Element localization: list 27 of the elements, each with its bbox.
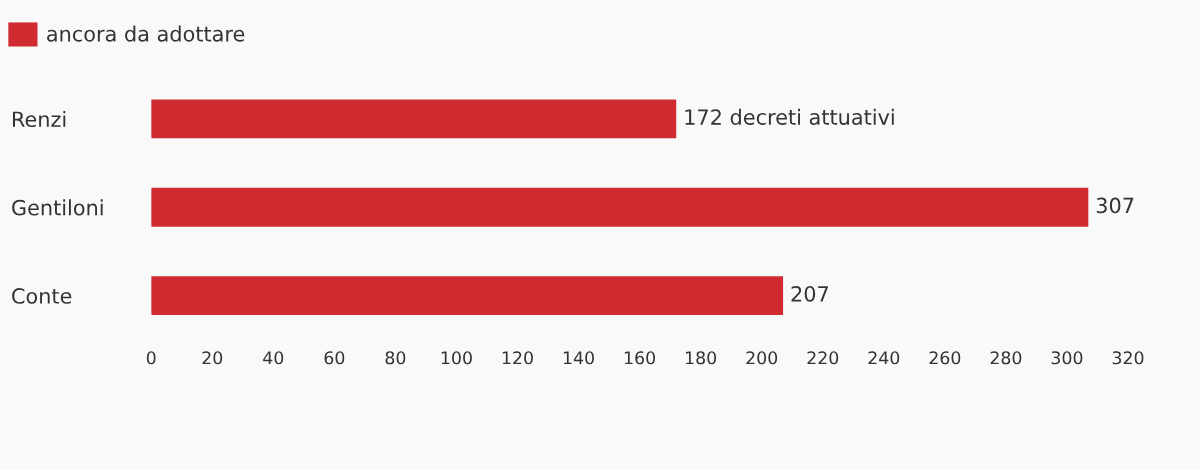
data-label: 307: [1096, 197, 1134, 214]
bar: [151, 276, 784, 316]
x-tick-label: 60: [324, 351, 345, 365]
bar: [151, 187, 1089, 227]
x-tick-label: 240: [868, 351, 900, 365]
x-tick-label: 120: [502, 351, 533, 365]
y-tick-label: Gentiloni: [12, 199, 103, 216]
x-tick-label: 0: [146, 351, 156, 365]
x-tick-label: 20: [202, 351, 223, 365]
x-tick-label: 200: [746, 351, 778, 365]
x-tick-label: 160: [624, 351, 656, 365]
x-tick-label: 40: [263, 351, 284, 365]
x-tick-label: 320: [1112, 351, 1144, 365]
bar: [151, 99, 677, 139]
y-tick-label: Conte: [12, 288, 72, 304]
data-label: 172 decreti attuativi: [685, 108, 894, 125]
x-tick-label: 300: [1051, 351, 1083, 365]
data-label: 207: [791, 285, 828, 302]
legend-label: ancora da adottare: [47, 25, 245, 42]
y-tick-label: Renzi: [12, 110, 66, 128]
x-tick-label: 180: [685, 351, 717, 365]
x-tick-label: 100: [441, 351, 472, 365]
x-tick-label: 260: [929, 351, 961, 365]
x-tick-label: 280: [990, 351, 1022, 365]
x-tick-label: 80: [385, 351, 406, 365]
x-tick-label: 220: [807, 351, 839, 365]
x-tick-label: 140: [563, 351, 594, 365]
